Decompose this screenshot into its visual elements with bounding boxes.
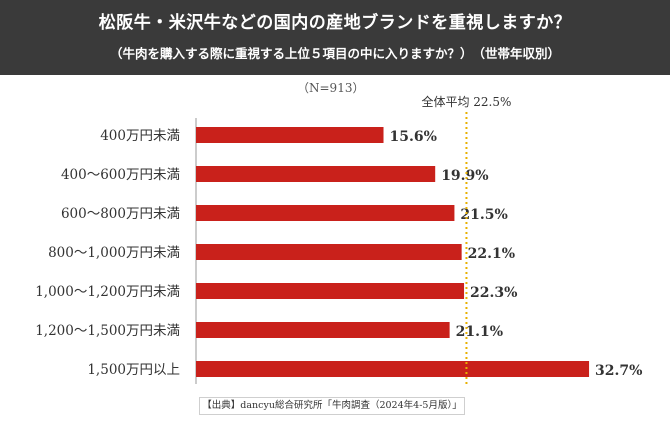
chart-title: 松阪牛・米沢牛などの国内の産地ブランドを重視しますか？ [98, 13, 572, 33]
bar [196, 127, 384, 143]
bar [196, 322, 450, 338]
bar [196, 283, 465, 299]
bar [196, 166, 436, 182]
category-label: 1,200〜1,500万円未満 [35, 323, 180, 339]
value-label: 19.9% [441, 168, 488, 184]
category-label: 800〜1,000万円未満 [48, 245, 180, 261]
value-label: 21.5% [460, 207, 507, 223]
source-note: 【出典】dancyu総合研究所「牛肉調査（2024年4-5月版）」 [199, 397, 465, 415]
category-label: 1,500万円以上 [87, 362, 180, 378]
category-label: 1,000〜1,200万円未満 [35, 284, 180, 300]
bar [196, 244, 462, 260]
value-label: 21.1% [456, 324, 503, 340]
bar [196, 361, 590, 377]
bar [196, 205, 455, 221]
chart-subtitle: （牛肉を購入する際に重視する上位５項目の中に入りますか？） （世帯年収別） [109, 46, 560, 61]
category-label: 400万円未満 [100, 128, 180, 144]
value-label: 32.7% [595, 363, 642, 379]
category-label: 600〜800万円未満 [61, 206, 180, 222]
value-label: 15.6% [390, 129, 437, 145]
average-label: 全体平均 22.5% [421, 94, 511, 109]
chart-header: 松阪牛・米沢牛などの国内の産地ブランドを重視しますか？ （牛肉を購入する際に重視… [0, 0, 670, 75]
value-label: 22.1% [468, 246, 515, 262]
value-label: 22.3% [470, 285, 517, 301]
category-label: 400〜600万円未満 [61, 167, 180, 183]
sample-size-label: （N=913） [297, 81, 365, 95]
